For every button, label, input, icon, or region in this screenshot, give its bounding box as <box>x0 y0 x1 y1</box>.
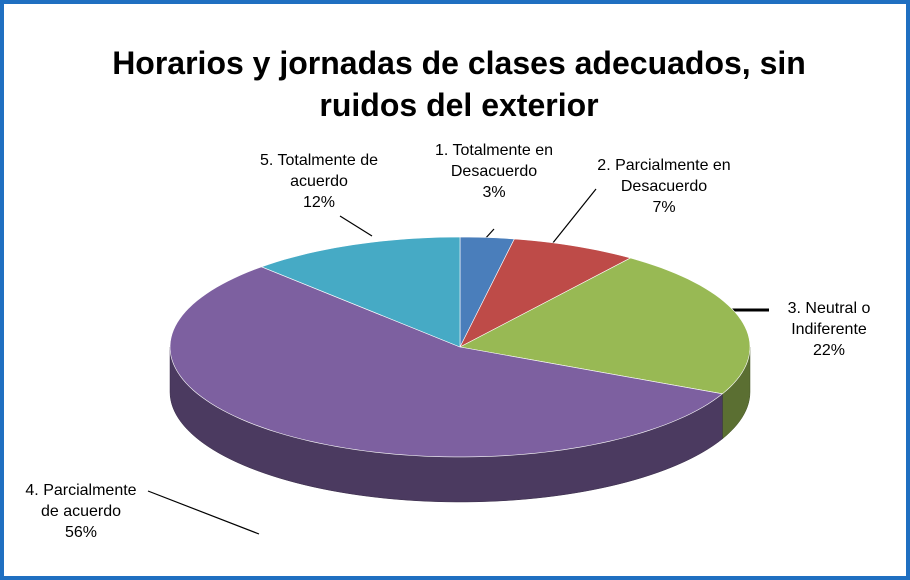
data-label: 3. Neutral o Indiferente 22% <box>774 298 884 361</box>
category-label: 5. Totalmente de acuerdo <box>259 152 378 190</box>
pie-slice <box>260 236 461 348</box>
pie-slice <box>169 266 724 458</box>
leader-line <box>551 188 597 245</box>
pie-slice <box>459 238 632 348</box>
data-label: 4. Parcialmente de acuerdo 56% <box>16 480 146 543</box>
leader-lines <box>147 188 769 535</box>
chart-title: Horarios y jornadas de clases adecuados,… <box>112 45 806 123</box>
category-label: 1. Totalmente en Desacuerdo <box>434 142 553 180</box>
value-label: 56% <box>64 524 98 541</box>
pie-tops <box>169 236 751 458</box>
category-label: 3. Neutral o Indiferente <box>787 300 871 338</box>
data-label: 2. Parcialmente en Desacuerdo 7% <box>594 155 734 218</box>
data-label: 5. Totalmente de acuerdo 12% <box>254 150 384 213</box>
pie-area <box>147 188 769 535</box>
category-label: 4. Parcialmente de acuerdo <box>25 482 137 520</box>
leader-line <box>339 215 373 237</box>
value-label: 12% <box>302 194 336 211</box>
value-label: 7% <box>652 199 676 216</box>
leader-line <box>147 490 260 535</box>
value-label: 3% <box>482 184 506 201</box>
category-label: 2. Parcialmente en Desacuerdo <box>597 157 731 195</box>
value-label: 22% <box>812 342 846 359</box>
data-label: 1. Totalmente en Desacuerdo 3% <box>414 140 574 203</box>
